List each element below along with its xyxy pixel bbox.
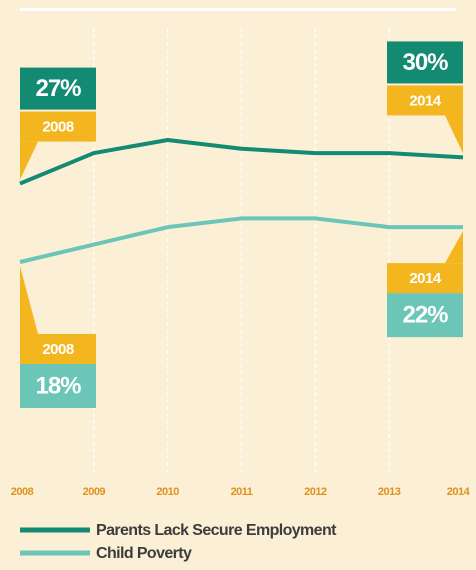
series-line	[19, 138, 464, 186]
year-label: 2008	[42, 341, 74, 358]
value-label: 18%	[35, 372, 81, 399]
legend-label: Child Poverty	[96, 545, 192, 562]
value-box	[387, 41, 463, 84]
value-box	[20, 67, 96, 110]
top-rule	[20, 8, 456, 11]
year-box	[387, 263, 463, 294]
pointer	[20, 141, 38, 180]
x-tick-label: 2009	[83, 486, 106, 498]
value-box	[387, 293, 463, 338]
year-box	[387, 85, 463, 116]
x-tick-label: 2008	[11, 486, 34, 498]
year-box	[20, 111, 96, 142]
x-tick-label: 2010	[156, 486, 179, 498]
value-box	[20, 364, 96, 408]
year-label: 2014	[409, 92, 442, 109]
series-line	[19, 216, 463, 264]
year-label: 2014	[409, 270, 442, 287]
value-label: 22%	[402, 301, 448, 328]
x-tick-label: 2012	[304, 486, 327, 498]
pointer	[445, 231, 463, 264]
value-label: 30%	[402, 49, 448, 76]
x-tick-label: 2014	[447, 486, 471, 498]
x-tick-label: 2013	[378, 486, 401, 498]
pointer	[445, 115, 463, 154]
x-tick-label: 2011	[231, 486, 253, 498]
value-label: 27%	[35, 75, 81, 102]
year-box	[20, 334, 96, 364]
pointer	[20, 266, 38, 334]
year-label: 2008	[42, 119, 74, 136]
legend-label: Parents Lack Secure Employment	[96, 522, 337, 539]
